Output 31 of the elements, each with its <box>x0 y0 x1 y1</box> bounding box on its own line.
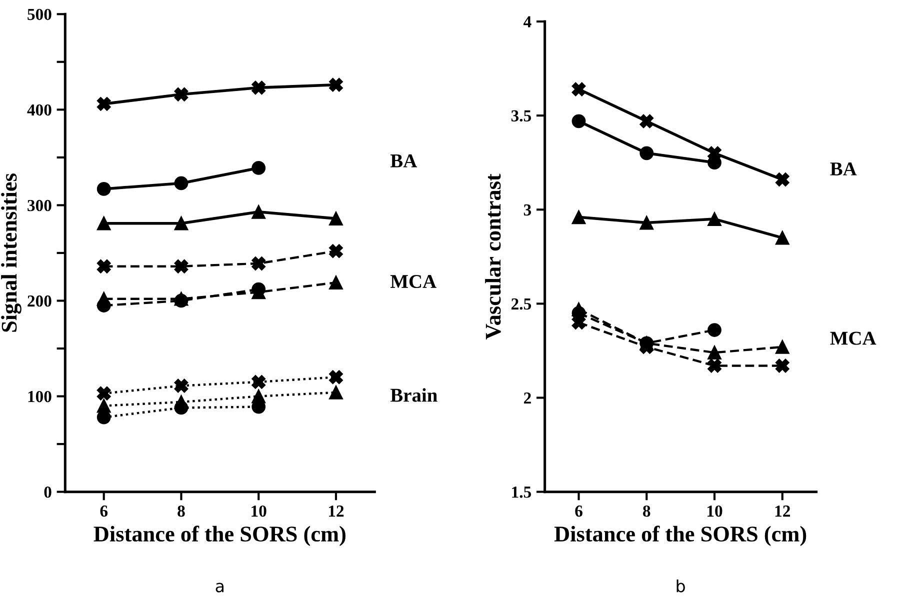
y-tick-label: 4 <box>524 16 532 28</box>
y-tick-label: 3.5 <box>511 110 532 122</box>
text: MCA <box>390 274 436 288</box>
text: b <box>676 579 685 592</box>
y-tick-label: 400 <box>27 104 52 116</box>
y-tick-label: 1.5 <box>512 486 532 498</box>
text: Brain <box>390 388 438 402</box>
x-tick-label: 6 <box>575 506 582 517</box>
x-tick-label: 10 <box>252 505 266 517</box>
x-tick-label: 12 <box>328 506 344 517</box>
y-tick-label: 0 <box>44 486 52 498</box>
text: MCA <box>830 332 876 345</box>
x-tick-label: 10 <box>708 505 722 517</box>
y-tick-label: 100 <box>28 390 52 402</box>
text: BA <box>390 154 418 168</box>
x-axis-title: Distance of the SORS (cm) <box>94 526 346 546</box>
y-tick-label: 3 <box>524 204 532 216</box>
y-tick-label: 500 <box>28 8 52 20</box>
text: a <box>216 582 224 592</box>
y-axis-title: Vascular contrast <box>485 174 501 340</box>
text: BA <box>830 162 857 176</box>
x-axis-title: Distance of the SORS (cm) <box>554 526 806 546</box>
x-tick-label: 8 <box>643 505 650 517</box>
x-tick-label: 8 <box>178 505 185 517</box>
x-tick-label: 6 <box>100 506 108 517</box>
y-axis-title: Signal intensities <box>1 174 22 332</box>
y-tick-label: 200 <box>28 295 52 307</box>
x-tick-label: 12 <box>775 506 790 517</box>
y-tick-label: 2 <box>524 392 531 404</box>
y-tick-label: 300 <box>28 200 52 212</box>
y-tick-label: 2.5 <box>511 298 532 310</box>
